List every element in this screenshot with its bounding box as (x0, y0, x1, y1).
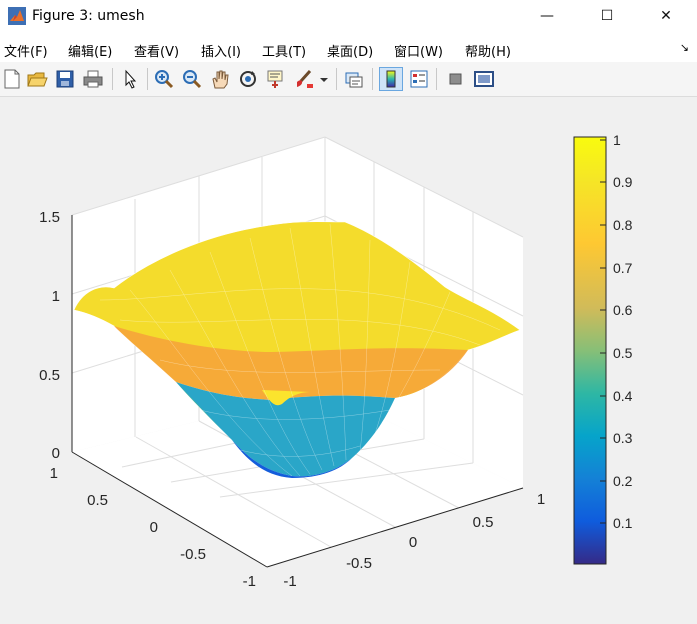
zoom-in-icon[interactable] (153, 68, 175, 90)
toolbar-separator (436, 68, 437, 90)
menu-insert[interactable]: 插入(I) (201, 45, 241, 60)
brush-icon[interactable] (293, 68, 315, 90)
y-tick-label: -1 (243, 573, 256, 590)
toolbar-separator (336, 68, 337, 90)
x-tick-label: -1 (283, 573, 296, 590)
pan-hand-icon[interactable] (209, 68, 231, 90)
matlab-logo-icon (8, 7, 26, 25)
maximize-button[interactable]: ☐ (584, 0, 630, 32)
toolbar (0, 62, 697, 97)
z-tick-label: 0 (52, 445, 60, 462)
new-figure-icon[interactable] (1, 68, 23, 90)
pointer-icon[interactable] (119, 68, 141, 90)
y-tick-label: 0.5 (87, 492, 108, 509)
open-file-icon[interactable] (26, 68, 48, 90)
colorbar-tick-marks (600, 139, 606, 524)
zoom-out-icon[interactable] (181, 68, 203, 90)
menu-file[interactable]: 文件(F) (4, 45, 48, 60)
colorbar-tick-labels: 1 0.9 0.8 0.7 0.6 0.5 0.4 0.3 0.2 0.1 (613, 132, 633, 531)
colorbar-tick-label: 0.4 (613, 388, 633, 404)
colorbar-tick-label: 0.9 (613, 174, 633, 190)
menu-bar: 文件(F) 编辑(E) 查看(V) 插入(I) 工具(T) 桌面(D) 窗口(W… (0, 34, 697, 62)
legend-icon[interactable] (408, 68, 430, 90)
rotate-3d-icon[interactable] (237, 68, 259, 90)
toolbar-separator (112, 68, 113, 90)
close-button[interactable]: ✕ (643, 0, 689, 32)
link-plot-icon[interactable] (343, 68, 365, 90)
surface-bowl-front (176, 382, 395, 477)
menu-tools[interactable]: 工具(T) (262, 45, 307, 60)
maximize-icon: ☐ (600, 8, 614, 24)
minimize-button[interactable]: — (524, 0, 570, 32)
x-axis-ticks: -1 -0.5 0 0.5 1 (283, 491, 545, 590)
colorbar-icon (386, 70, 396, 88)
colorbar-gradient[interactable] (573, 136, 607, 565)
y-tick-label: 0 (150, 519, 158, 536)
axis-lines (71, 215, 524, 568)
dock-arrow-icon[interactable]: ↘ (679, 41, 689, 54)
menu-desktop[interactable]: 桌面(D) (327, 45, 374, 60)
surface-mesh (73, 221, 521, 478)
colorbar[interactable]: 1 0.9 0.8 0.7 0.6 0.5 0.4 0.3 0.2 0.1 (573, 132, 633, 565)
x-tick-label: -0.5 (346, 555, 372, 572)
colorbar-tick-label: 0.5 (613, 345, 633, 361)
surface-inner-rim (114, 326, 468, 400)
save-icon[interactable] (54, 68, 76, 90)
colorbar-tick-label: 1 (613, 132, 621, 148)
toolbar-separator (372, 68, 373, 90)
menu-window[interactable]: 窗口(W) (394, 45, 443, 60)
menu-help[interactable]: 帮助(H) (465, 45, 511, 60)
data-cursor-icon[interactable] (265, 68, 287, 90)
close-icon: ✕ (660, 8, 672, 24)
colorbar-tick-label: 0.3 (613, 430, 633, 446)
z-tick-label: 0.5 (39, 367, 60, 384)
colorbar-tick-label: 0.2 (613, 473, 633, 489)
minimize-icon: — (540, 8, 554, 24)
z-tick-label: 1.5 (39, 209, 60, 226)
surface-bowl-bottom (232, 440, 352, 478)
colorbar-tick-label: 0.7 (613, 260, 633, 276)
x-tick-label: 0 (409, 534, 417, 551)
z-axis-ticks: 1.5 1 0.5 0 (39, 209, 60, 462)
x-tick-label: 0.5 (473, 514, 494, 531)
show-plot-tools-icon[interactable] (473, 68, 495, 90)
mesh-wire-lines (99, 223, 501, 477)
figure-canvas[interactable]: 1.5 1 0.5 0 1 0.5 0 -0.5 -1 -1 -0.5 0 0.… (0, 97, 697, 624)
menu-edit[interactable]: 编辑(E) (68, 45, 113, 60)
hide-plot-tools-icon[interactable] (445, 68, 467, 90)
chevron-down-icon[interactable] (318, 68, 330, 90)
x-tick-label: 1 (537, 491, 545, 508)
colorbar-tick-label: 0.1 (613, 515, 633, 531)
print-icon[interactable] (82, 68, 104, 90)
y-axis-ticks: 1 0.5 0 -0.5 -1 (50, 465, 256, 590)
y-tick-label: 1 (50, 465, 58, 482)
y-tick-label: -0.5 (180, 546, 206, 563)
toolbar-separator (147, 68, 148, 90)
colorbar-tick-label: 0.6 (613, 302, 633, 318)
menu-view[interactable]: 查看(V) (134, 45, 180, 60)
window-title: Figure 3: umesh (32, 8, 145, 24)
title-bar: Figure 3: umesh — ☐ ✕ (0, 0, 697, 34)
surface-front-fold (262, 390, 310, 406)
colorbar-button[interactable] (379, 67, 403, 91)
z-tick-label: 1 (52, 288, 60, 305)
colorbar-tick-label: 0.8 (613, 217, 633, 233)
